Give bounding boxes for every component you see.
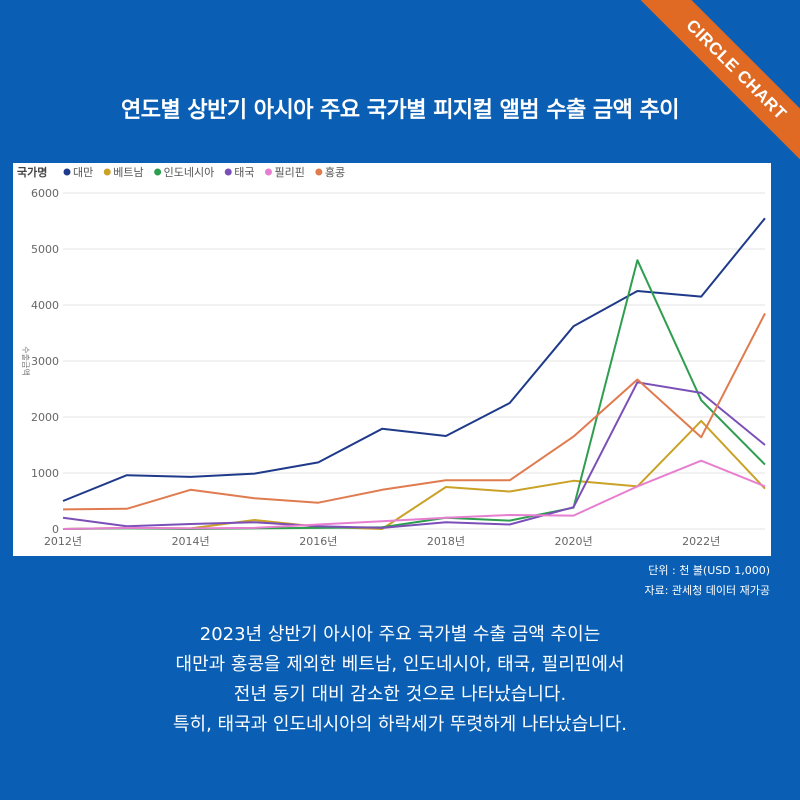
legend-label: 태국 [234,166,254,179]
summary-line: 특히, 태국과 인도네시아의 하락세가 뚜렷하게 나타났습니다. [172,714,628,735]
summary-line: 2023년 상반기 아시아 주요 국가별 수출 금액 추이는 [199,624,601,645]
page-title: 연도별 상반기 아시아 주요 국가별 피지컬 앨범 수출 금액 추이 [121,98,679,123]
series-line-베트남 [62,419,766,530]
legend-marker [154,168,162,176]
y-tick-label: 2000 [31,411,59,424]
series-line-태국 [62,381,766,529]
line-chart: 0 1000 2000 3000 4000 5000 6000 2012년 2014년 2016년… [17,165,766,548]
legend-marker [103,168,111,176]
summary-line: 전년 동기 대비 감소한 것으로 나타났습니다. [233,684,567,705]
y-tick-label: 1000 [31,467,59,480]
x-tick-label: 2018년 [427,535,465,548]
legend-label: 필리핀 [274,166,304,179]
y-axis-title: 수출금액 [21,346,31,375]
legend-marker [315,168,323,176]
series-line-대만 [62,217,766,502]
legend-title: 국가명 [17,165,47,179]
legend-marker [224,168,232,176]
y-tick-label: 6000 [31,187,59,200]
legend-label: 베트남 [113,166,143,179]
legend-label: 대만 [73,166,93,179]
source-block: 단위 : 천 불(USD 1,000) 자료: 관세청 데이터 재가공 [644,561,770,601]
legend-marker [63,168,71,176]
series-line-필리핀 [62,459,766,530]
y-tick-label: 4000 [31,299,59,312]
source-credit: 자료: 관세청 데이터 재가공 [644,584,770,597]
legend-label: 인도네시아 [164,166,215,179]
series-line-인도네시아 [62,259,766,530]
x-tick-label: 2016년 [299,535,337,548]
x-tick-label: 2022년 [682,535,720,548]
series-line-홍콩 [62,312,766,511]
y-tick-label: 0 [52,523,59,536]
x-tick-label: 2020년 [554,535,592,548]
summary-text: 2023년 상반기 아시아 주요 국가별 수출 금액 추이는 대만과 홍콩을 제… [0,620,800,740]
unit-note: 단위 : 천 불(USD 1,000) [648,564,770,577]
y-tick-label: 5000 [31,243,59,256]
summary-line: 대만과 홍콩을 제외한 베트남, 인도네시아, 태국, 필리핀에서 [175,654,625,675]
y-tick-label: 3000 [31,355,59,368]
x-tick-label: 2014년 [172,535,210,548]
legend-marker [264,168,272,176]
chart-panel: 0 1000 2000 3000 4000 5000 6000 2012년 2014년 2016년… [13,163,771,556]
legend-label: 홍콩 [325,165,345,179]
x-tick-label: 2012년 [44,535,82,548]
